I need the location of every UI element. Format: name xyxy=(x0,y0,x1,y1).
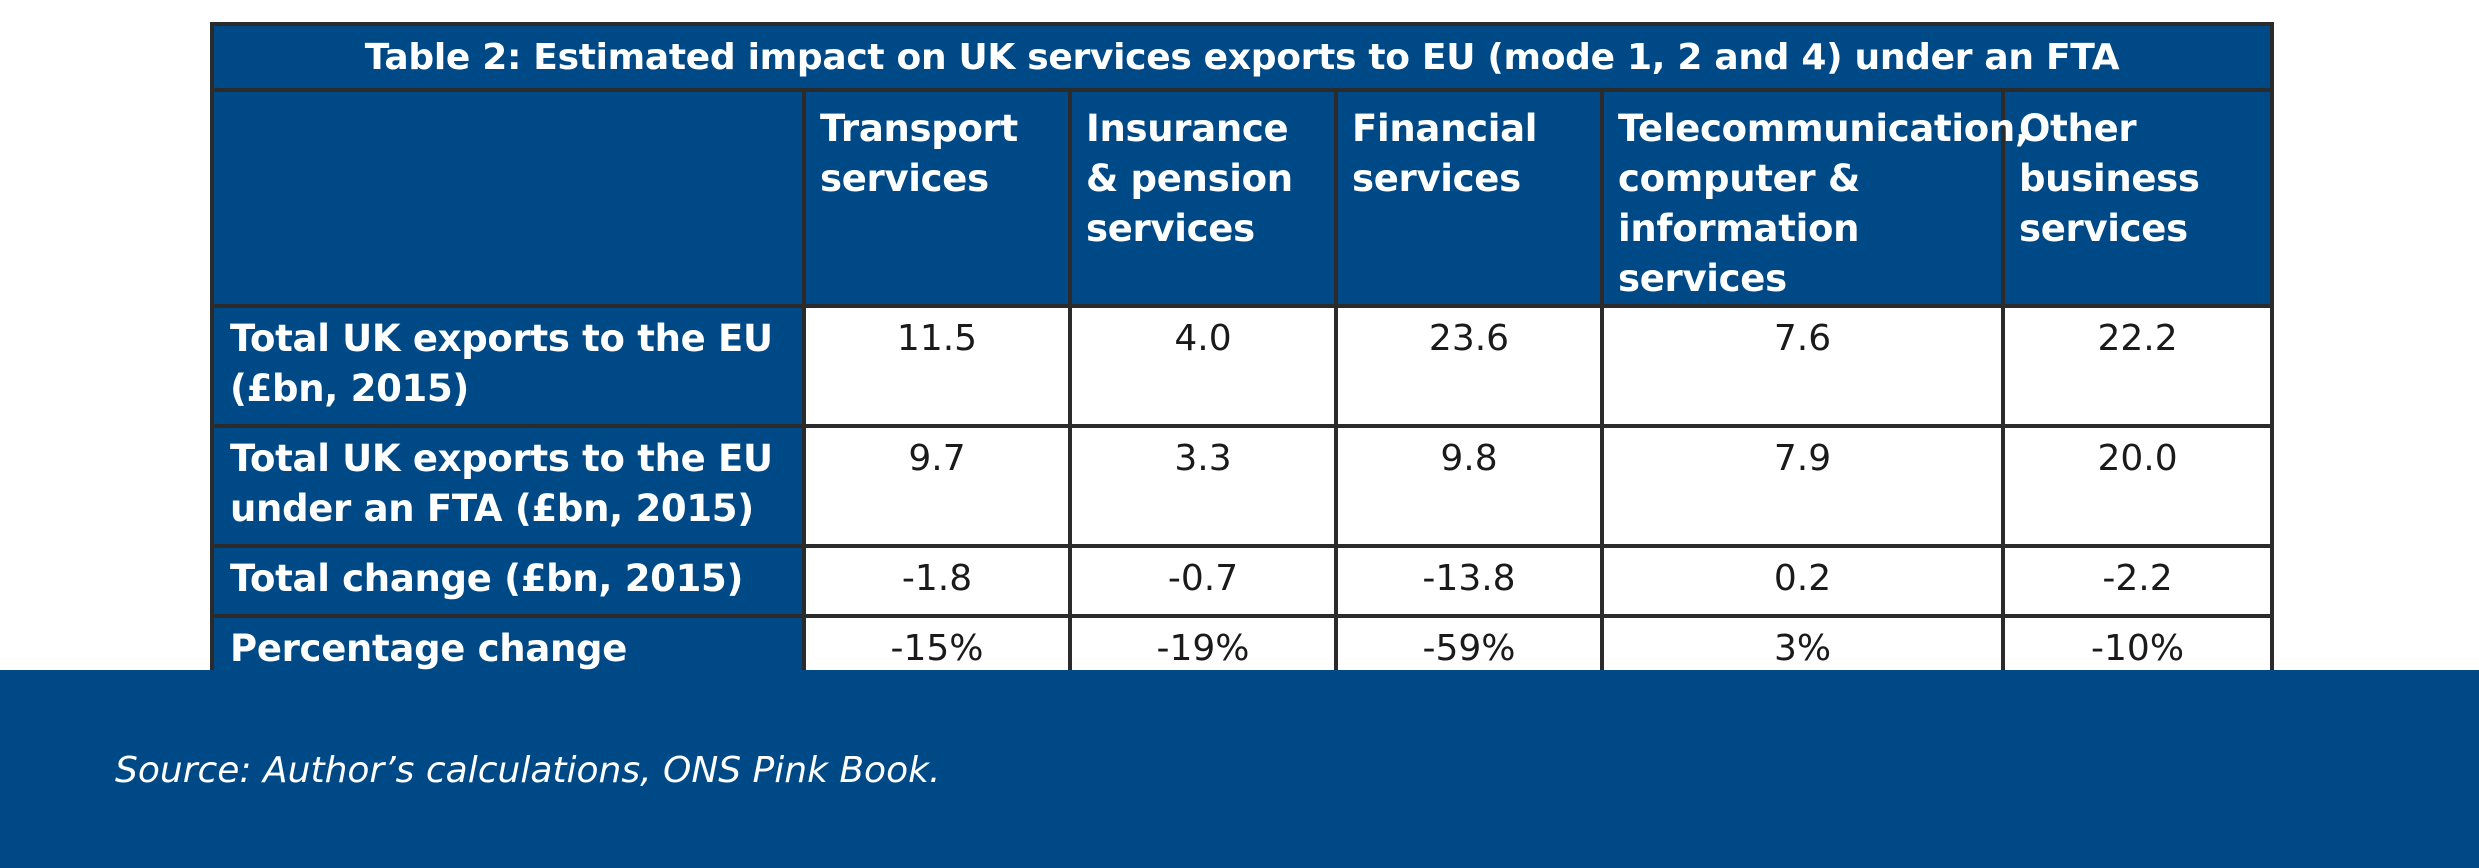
header-line: Transport xyxy=(820,107,1018,150)
value-cell: -0.7 xyxy=(1068,544,1338,618)
source-note: Source: Author’s calculations, ONS Pink … xyxy=(115,750,941,791)
value-cell: 20.0 xyxy=(2000,424,2275,548)
table-row: Total UK exports to the EU (£bn, 2015) 11… xyxy=(210,304,2275,428)
column-header: Transport services xyxy=(802,88,1072,308)
column-header: Other business services xyxy=(2000,88,2275,308)
value-cell: 9.8 xyxy=(1334,424,1604,548)
value-cell: -2.2 xyxy=(2000,544,2275,618)
value-cell: 4.0 xyxy=(1068,304,1338,428)
value-cell: 7.9 xyxy=(1600,424,2005,548)
table-row: Total UK exports to the EU under an FTA (… xyxy=(210,424,2275,548)
row-header: Total UK exports to the EU under an FTA (… xyxy=(210,424,806,548)
data-table-container: Table 2: Estimated impact on UK services… xyxy=(209,22,2275,688)
value-cell: -13.8 xyxy=(1334,544,1604,618)
header-line: services xyxy=(1352,157,1521,200)
column-header: Telecommunication, computer & information … xyxy=(1600,88,2029,308)
header-line: (£bn, 2015) xyxy=(230,367,470,410)
header-line: services xyxy=(1086,207,1255,250)
header-line: services xyxy=(820,157,989,200)
footer-band: Source: Author’s calculations, ONS Pink … xyxy=(0,670,2479,868)
value-cell: 0.2 xyxy=(1600,544,2005,618)
data-table: Table 2: Estimated impact on UK services… xyxy=(209,22,2275,688)
header-line: Percentage change xyxy=(230,627,628,670)
value-cell: 11.5 xyxy=(802,304,1072,428)
row-header: Total change (£bn, 2015) xyxy=(210,544,806,618)
value-cell: 7.6 xyxy=(1600,304,2005,428)
header-line: & pension xyxy=(1086,157,1293,200)
value-cell: 22.2 xyxy=(2000,304,2275,428)
header-line: Financial xyxy=(1352,107,1538,150)
table-row: Total change (£bn, 2015) -1.8 -0.7 -13.8… xyxy=(210,544,2275,618)
value-cell: 9.7 xyxy=(802,424,1072,548)
header-line: Telecommunication, xyxy=(1618,107,2029,150)
table-caption: Table 2: Estimated impact on UK services… xyxy=(209,22,2275,92)
row-header: Total UK exports to the EU (£bn, 2015) xyxy=(210,304,806,428)
header-line: Insurance xyxy=(1086,107,1289,150)
value-cell: -1.8 xyxy=(802,544,1072,618)
header-line: computer & xyxy=(1618,157,1860,200)
column-header: Insurance & pension services xyxy=(1068,88,1338,308)
column-header: Financial services xyxy=(1334,88,1604,308)
header-line: Total UK exports to the EU xyxy=(230,437,773,480)
value-cell: 3.3 xyxy=(1068,424,1338,548)
header-line: under an FTA (£bn, 2015) xyxy=(230,487,754,530)
header-line: Other xyxy=(2019,107,2137,150)
header-line: business xyxy=(2019,157,2200,200)
header-line: Total UK exports to the EU xyxy=(230,317,773,360)
value-cell: 23.6 xyxy=(1334,304,1604,428)
header-line: information services xyxy=(1618,207,1860,300)
header-line: services xyxy=(2019,207,2188,250)
header-corner-cell xyxy=(210,88,806,308)
header-line: Total change (£bn, 2015) xyxy=(230,557,744,600)
